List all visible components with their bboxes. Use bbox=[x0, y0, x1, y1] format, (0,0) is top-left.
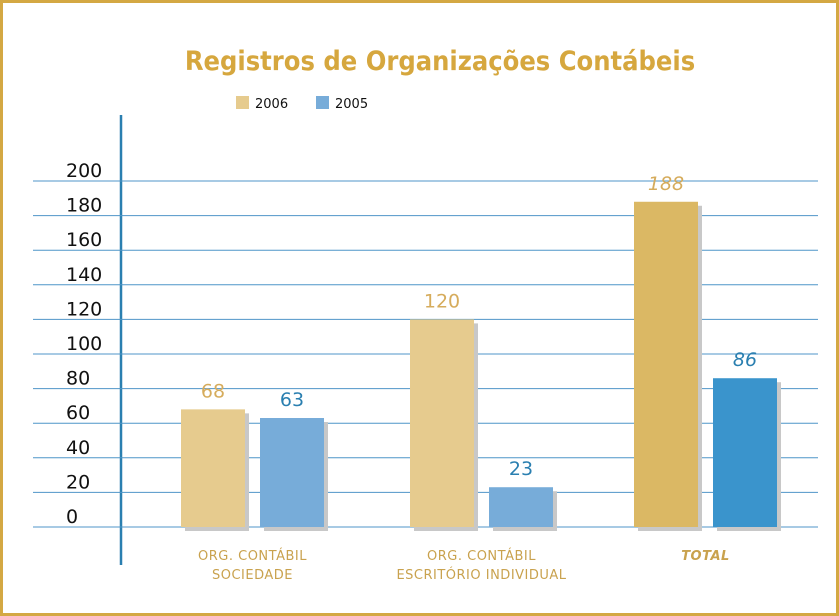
y-tick-label: 160 bbox=[66, 229, 102, 251]
x-tick-label: TOTAL bbox=[681, 549, 730, 564]
y-tick-label: 40 bbox=[66, 437, 90, 459]
bar bbox=[713, 378, 777, 527]
y-tick-label: 20 bbox=[66, 471, 90, 493]
value-label: 63 bbox=[280, 389, 304, 411]
y-tick-label: 100 bbox=[66, 333, 102, 355]
y-tick-label: 0 bbox=[66, 506, 78, 528]
bar bbox=[181, 409, 245, 527]
y-tick-label: 60 bbox=[66, 402, 90, 424]
legend-label: 2005 bbox=[335, 97, 368, 112]
value-label: 188 bbox=[648, 173, 684, 195]
y-tick-label: 180 bbox=[66, 195, 102, 217]
y-tick-label: 120 bbox=[66, 298, 102, 320]
y-tick-label: 80 bbox=[66, 368, 90, 390]
bar bbox=[489, 487, 553, 527]
x-tick-label: ORG. CONTÁBIL bbox=[198, 548, 307, 564]
value-label: 68 bbox=[201, 380, 225, 402]
value-label: 23 bbox=[509, 458, 533, 480]
y-tick-label: 140 bbox=[66, 264, 102, 286]
bar bbox=[260, 418, 324, 527]
legend-label: 2006 bbox=[255, 97, 288, 112]
chart-title: Registros de Organizações Contábeis bbox=[185, 46, 695, 77]
bar bbox=[634, 201, 698, 527]
legend-swatch bbox=[316, 96, 329, 109]
value-label: 86 bbox=[733, 349, 757, 371]
x-tick-label: SOCIEDADE bbox=[212, 568, 293, 583]
x-tick-label: ESCRITÓRIO INDIVIDUAL bbox=[396, 567, 566, 583]
x-tick-label: ORG. CONTÁBIL bbox=[427, 548, 536, 564]
y-tick-label: 200 bbox=[66, 160, 102, 182]
value-label: 120 bbox=[424, 290, 460, 312]
bar bbox=[410, 319, 474, 527]
legend-swatch bbox=[236, 96, 249, 109]
